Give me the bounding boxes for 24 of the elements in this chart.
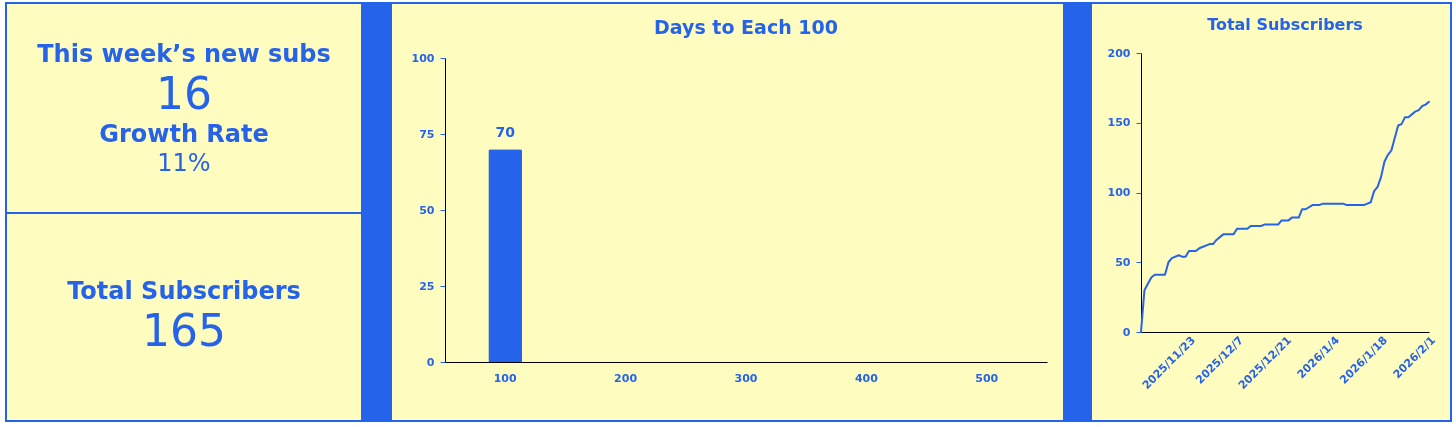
y-tick-label: 50 (419, 203, 435, 217)
text: 11% (157, 149, 211, 177)
chart-title: Total Subscribers (1207, 15, 1363, 34)
x-tick-label: 200 (614, 371, 638, 385)
y-tick-label: 50 (1115, 255, 1131, 269)
y-tick-label: 200 (1107, 46, 1131, 60)
x-tick-label: 100 (493, 371, 518, 385)
text: Total Subscribers (67, 276, 301, 306)
x-tick-label: 400 (854, 371, 879, 385)
chart-title: Days to Each 100 (654, 16, 838, 38)
text: This week’s new subs (37, 39, 331, 69)
y-tick-label: 0 (1122, 325, 1131, 339)
text: 165 (142, 305, 226, 356)
text: 16 (156, 68, 212, 119)
data-label: 70 (495, 124, 516, 141)
text: Growth Rate (99, 119, 269, 149)
y-tick-label: 150 (1107, 116, 1131, 130)
y-tick-label: 100 (1107, 186, 1131, 199)
x-tick-label: 500 (975, 371, 999, 385)
y-tick-label: 0 (426, 355, 435, 369)
y-tick-label: 75 (419, 127, 435, 141)
y-tick-label: 25 (419, 279, 435, 293)
y-tick-label: 100 (411, 51, 435, 65)
x-tick-label: 300 (734, 371, 758, 385)
